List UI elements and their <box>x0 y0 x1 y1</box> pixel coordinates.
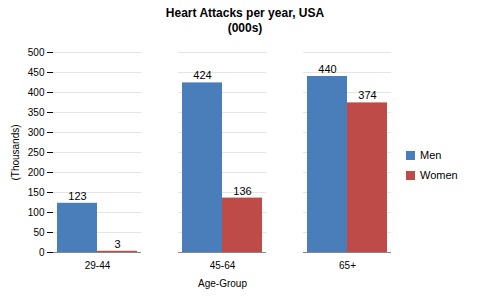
svg-text:65+: 65+ <box>339 260 356 271</box>
svg-text:450: 450 <box>28 67 45 78</box>
svg-text:29-44: 29-44 <box>85 260 111 271</box>
svg-text:3: 3 <box>114 238 120 250</box>
svg-text:200: 200 <box>28 167 45 178</box>
svg-text:300: 300 <box>28 127 45 138</box>
svg-text:500: 500 <box>28 47 45 58</box>
svg-text:424: 424 <box>193 69 211 81</box>
svg-text:(Thousands): (Thousands) <box>10 124 21 180</box>
svg-text:0: 0 <box>39 247 45 258</box>
svg-text:250: 250 <box>28 147 45 158</box>
html-text:(000s): (000s) <box>227 21 263 35</box>
html-text:Men: Men <box>420 149 442 161</box>
svg-text:150: 150 <box>28 187 45 198</box>
svg-text:Age-Group: Age-Group <box>198 278 247 289</box>
svg-text:100: 100 <box>28 207 45 218</box>
svg-text:440: 440 <box>318 63 336 75</box>
svg-text:136: 136 <box>233 185 251 197</box>
html-text:Women: Women <box>420 169 458 181</box>
svg-text:45-64: 45-64 <box>210 260 236 271</box>
svg-text:400: 400 <box>28 87 45 98</box>
svg-text:123: 123 <box>68 190 86 202</box>
svg-text:50: 50 <box>33 227 45 238</box>
html-text:Heart Attacks per year, USA: Heart Attacks per year, USA <box>165 6 325 20</box>
svg-text:350: 350 <box>28 107 45 118</box>
svg-text:374: 374 <box>358 89 376 101</box>
